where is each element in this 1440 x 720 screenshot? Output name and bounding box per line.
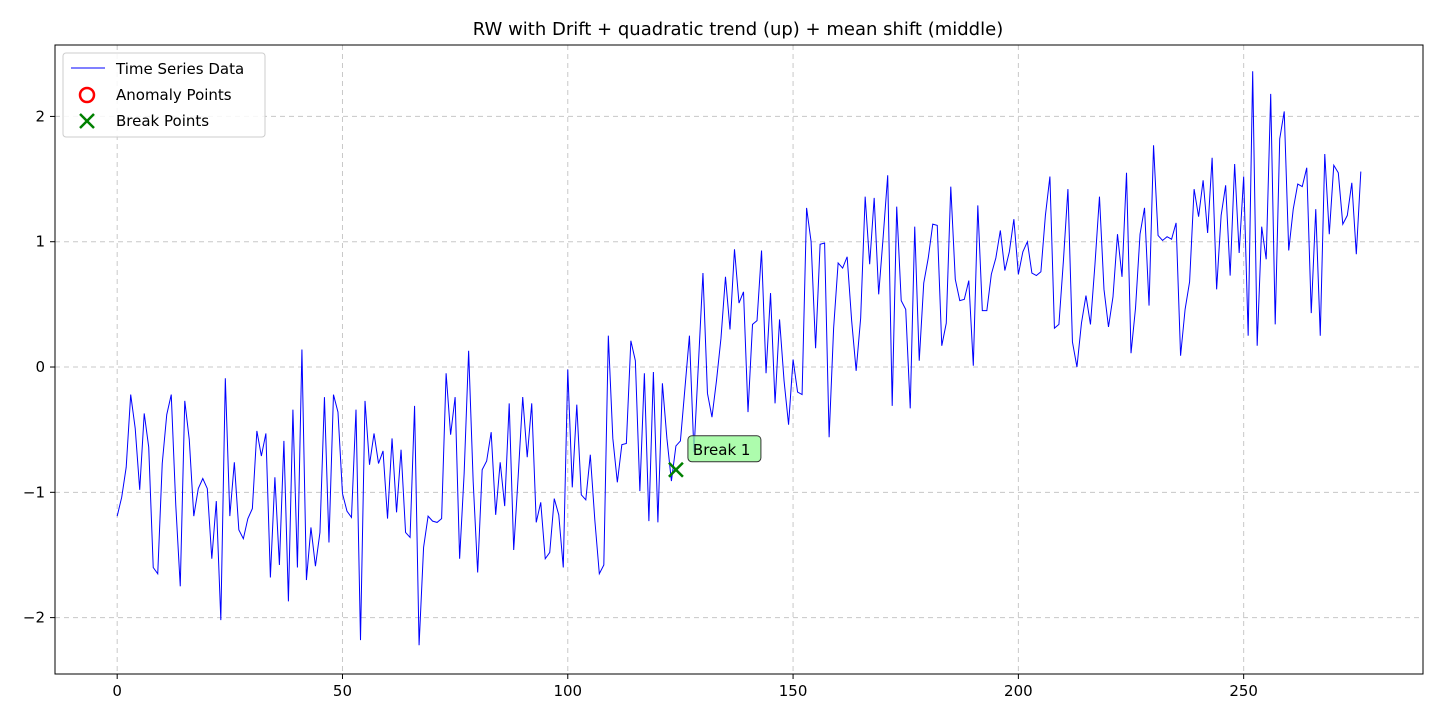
y-tick-label: 0: [35, 358, 45, 376]
marker-layer: Break 1: [668, 435, 762, 478]
break-point-marker: [668, 461, 684, 478]
x-tick-label: 100: [553, 682, 582, 700]
legend-label-series: Time Series Data: [115, 60, 244, 78]
x-tick-label: 50: [333, 682, 352, 700]
y-tick-label: −1: [23, 483, 45, 501]
series-line: [116, 71, 1362, 646]
x-tick-label: 150: [779, 682, 808, 700]
break-annotation-box: [687, 435, 762, 463]
y-tick-label: 2: [35, 107, 45, 125]
x-tick-label: 200: [1004, 682, 1033, 700]
legend-break-marker: [79, 113, 95, 129]
plot-frame: [54, 44, 1424, 675]
break-annotation-label: Break 1: [693, 441, 751, 459]
legend-label-break: Break Points: [116, 112, 209, 130]
x-tick-label: 250: [1229, 682, 1258, 700]
y-tick-label: −2: [23, 609, 45, 627]
chart-title: RW with Drift + quadratic trend (up) + m…: [473, 19, 1003, 40]
legend: Time Series Data Anomaly Points Break Po…: [62, 52, 266, 138]
legend-box: [62, 52, 266, 138]
x-tick-label: 0: [112, 682, 122, 700]
series-layer: [116, 71, 1362, 646]
legend-label-anomaly: Anomaly Points: [116, 86, 232, 104]
y-tick-label: 1: [35, 233, 45, 251]
axis-ticks: 0 50 100 150 200 250 −2 −1 0 1 2: [23, 107, 1258, 700]
grid: [55, 45, 1423, 674]
legend-anomaly-marker: [78, 86, 96, 104]
